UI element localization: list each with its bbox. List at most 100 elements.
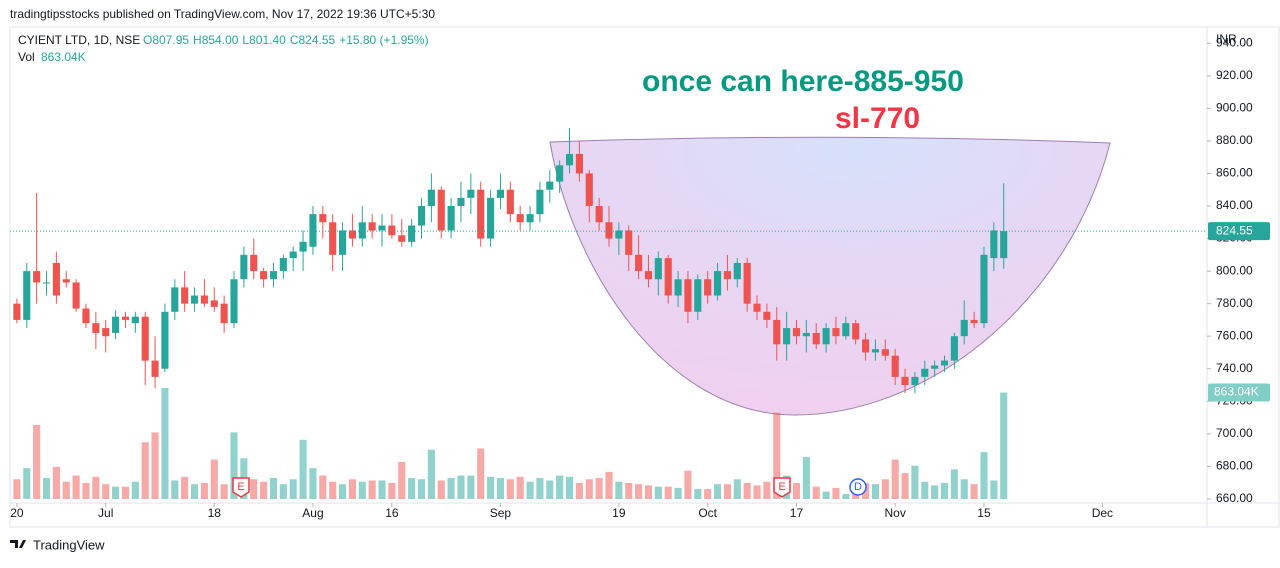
ohlc-legend: O807.95 H854.00 L801.40 C824.55 +15.80 (+1.9… [143, 33, 429, 47]
candle-body [743, 262, 751, 304]
candle-body [911, 376, 919, 386]
candle-body [121, 316, 130, 320]
header: tradingtipsstocks published on TradingVi… [10, 7, 435, 21]
y-tick-label: 880.00 [1216, 133, 1253, 147]
volume-bar [72, 475, 80, 499]
volume-bar [190, 484, 199, 499]
candle-body [931, 365, 939, 369]
stoploss-annotation: sl-770 [835, 102, 920, 135]
candle-body [615, 230, 623, 239]
candle-body [822, 328, 830, 345]
x-tick-label: Jul [98, 506, 113, 520]
candle-body [329, 222, 337, 255]
candle-body [378, 225, 386, 231]
candle-body [862, 339, 870, 353]
x-tick-label: Sep [490, 506, 512, 520]
candle-body [783, 328, 791, 345]
volume-bar [358, 481, 366, 499]
legend-item: C824.55 [290, 33, 336, 47]
candle-body [82, 308, 90, 324]
volume-bar [802, 457, 810, 499]
volume-bar [654, 486, 662, 499]
candle-body [536, 189, 544, 215]
candle-body [960, 319, 968, 337]
candle-body [625, 230, 633, 255]
y-tick-label: 840.00 [1216, 198, 1253, 212]
volume-bar [269, 478, 278, 499]
volume-bar [62, 481, 70, 499]
x-tick-label: 16 [385, 506, 399, 520]
volume-bar [832, 487, 840, 499]
volume-bar [82, 482, 90, 499]
candle-body [713, 271, 722, 296]
candle-body [940, 360, 949, 366]
volume-bar [388, 482, 396, 499]
candle-body [723, 271, 731, 280]
legend-item: +15.80 (+1.95%) [339, 33, 428, 47]
event-label: D [854, 481, 862, 493]
volume-bar [496, 478, 504, 499]
candle-body [102, 328, 110, 337]
volume-bar [733, 479, 741, 499]
candle-body [654, 258, 662, 280]
candle-body [842, 323, 850, 337]
legend-item: L801.40 [242, 33, 286, 47]
candle-body [408, 225, 416, 242]
legend-item: O807.95 [143, 33, 189, 47]
y-tick-label: 920.00 [1216, 68, 1253, 82]
volume-title: Vol [18, 50, 35, 64]
volume-bar [220, 484, 228, 499]
volume-bar [881, 479, 889, 499]
candle-body [62, 279, 70, 283]
volume-bar [940, 482, 949, 499]
volume-bar [585, 479, 593, 499]
volume-bar [575, 482, 583, 499]
candle-body [921, 368, 929, 377]
candle-body [260, 271, 268, 280]
candle-body [585, 173, 593, 207]
candle-body [42, 282, 51, 284]
volume-bar [812, 486, 820, 499]
volume-bar [516, 476, 524, 499]
volume-bar [595, 478, 603, 499]
candle-body [141, 316, 149, 361]
candle-body [970, 319, 978, 324]
candle-body [358, 222, 366, 239]
frame [9, 26, 1280, 528]
volume-bar [329, 481, 337, 499]
volume-bar [339, 484, 347, 499]
candle-body [13, 303, 21, 320]
x-tick-label: Aug [302, 506, 323, 520]
volume-bar [911, 465, 919, 499]
candle-body [181, 287, 189, 304]
volume-bar [694, 489, 702, 499]
candle-body [171, 287, 179, 312]
volume-bar [891, 459, 899, 499]
candle-body [319, 214, 327, 223]
volume-badge-label: 863.04K [1214, 385, 1259, 399]
volume-bar [723, 484, 731, 499]
symbol: CYIENT LTD, 1D, NSE [18, 33, 140, 47]
volume-bar [822, 491, 830, 499]
event-marker [773, 477, 791, 498]
candle-body [980, 254, 988, 324]
volume-bar [289, 479, 297, 499]
candle-body [477, 189, 485, 239]
candle-body [704, 279, 712, 296]
bowl-drawing [549, 136, 1111, 416]
currency: INR [1216, 32, 1237, 46]
y-tick-label: 860.00 [1216, 166, 1253, 180]
y-tick-label: 680.00 [1216, 459, 1253, 473]
legend-item: H854.00 [193, 33, 239, 47]
volume-bar [121, 486, 130, 499]
volume-bar [131, 481, 139, 499]
volume-bar [713, 484, 722, 499]
volume-bar [42, 478, 51, 499]
volume-bar [644, 485, 653, 499]
volume-bar [200, 482, 208, 499]
volume-bar [487, 476, 495, 499]
volume-bar [743, 482, 751, 499]
volume-bar [635, 484, 643, 499]
candle-body [200, 295, 208, 304]
candle-body [299, 241, 307, 252]
